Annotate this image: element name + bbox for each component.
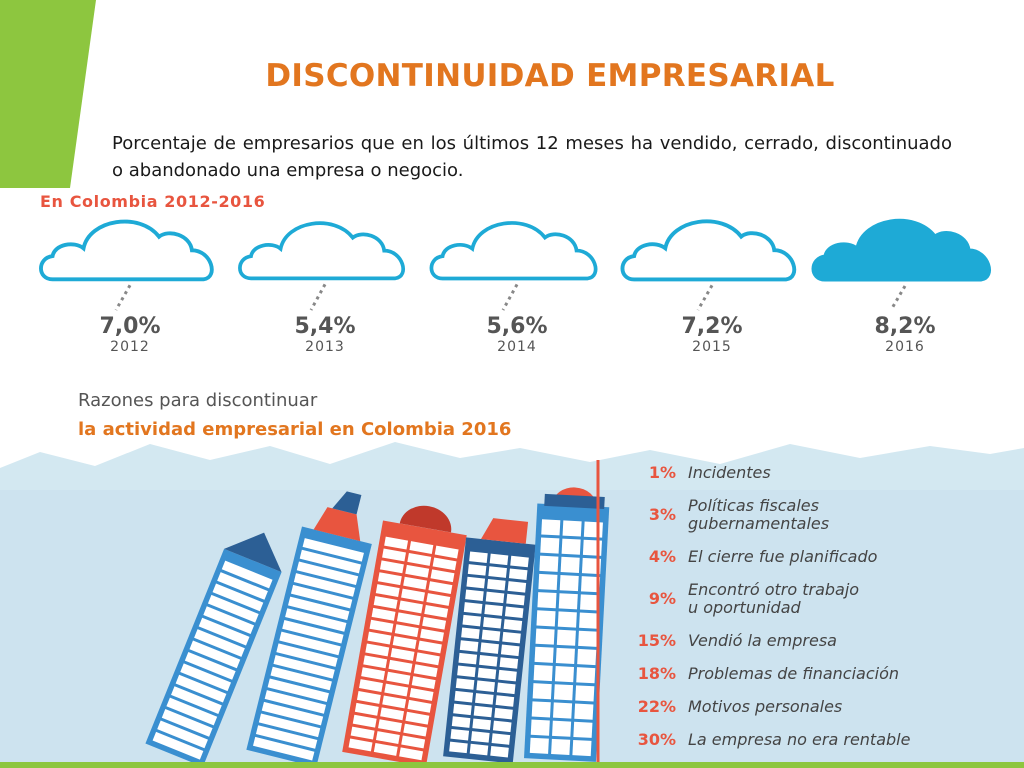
buildings-illustration [145, 487, 610, 762]
reason-label: gubernamentales [688, 514, 829, 533]
reason-percent: 18% [638, 664, 676, 683]
reasons-list: 1% Incidentes 3% Políticas fiscalesgubernam… [638, 463, 911, 749]
cloud-2012: 7,0%2012 [39, 219, 214, 355]
cloud-year-label: 2016 [885, 339, 925, 355]
reason-percent: 4% [649, 547, 676, 566]
cloud-rain-line [696, 284, 714, 311]
reasons-heading-line1: Razones para discontinuar [78, 390, 318, 411]
cloud-icon [811, 218, 991, 282]
cloud-rain-line [889, 285, 907, 311]
cloud-year-label: 2013 [305, 339, 345, 355]
cloud-2013: 5,4%2013 [238, 221, 405, 355]
reason-label: Vendió la empresa [688, 631, 837, 650]
cloud-icon [620, 219, 797, 282]
description-text: Porcentaje de empresarios que en los últ… [112, 133, 952, 181]
cloud-2015: 7,2%2015 [620, 219, 797, 355]
cloud-value-label: 7,2% [681, 314, 742, 339]
reason-label: La empresa no era rentable [688, 730, 911, 749]
building-3 [342, 505, 467, 762]
reason-percent: 3% [649, 505, 676, 524]
green-accent-band [0, 0, 96, 188]
cloud-rain-line [309, 283, 327, 311]
cloud-rain-line [501, 283, 519, 311]
reason-percent: 9% [649, 589, 676, 608]
bottom-accent-line [0, 762, 1024, 768]
building-4 [443, 518, 536, 762]
reason-percent: 30% [638, 730, 676, 749]
reason-label: Motivos personales [688, 697, 842, 716]
reason-label: Problemas de financiación [688, 664, 899, 683]
cloud-year-label: 2015 [692, 339, 732, 355]
cloud-year-label: 2014 [497, 339, 537, 355]
clouds-subtitle: En Colombia 2012-2016 [40, 192, 266, 211]
reasons-chart: 1% Incidentes 3% Políticas fiscalesgubernam… [0, 442, 1024, 762]
cloud-icon [238, 221, 405, 281]
cloud-value-label: 5,4% [294, 314, 355, 339]
building-1 [145, 532, 282, 762]
reason-row: 4% El cierre fue planificado [649, 547, 878, 566]
cloud-value-label: 5,6% [486, 314, 547, 339]
reason-row: 30% La empresa no era rentable [638, 730, 911, 749]
page-title: DISCONTINUIDAD EMPRESARIAL [265, 58, 835, 94]
reason-label: Políticas fiscales [688, 496, 819, 515]
cloud-2016: 8,2%2016 [811, 218, 991, 355]
reason-row: 1% Incidentes [649, 463, 771, 482]
reasons-heading-line2: la actividad empresarial en Colombia 201… [78, 419, 512, 440]
reason-label: Incidentes [688, 463, 771, 482]
reason-label: Encontró otro trabajo [688, 580, 859, 599]
reason-percent: 22% [638, 697, 676, 716]
cloud-value-label: 8,2% [874, 314, 935, 339]
reasons-heading: Razones para discontinuar la actividad e… [78, 386, 511, 444]
reason-row: 22% Motivos personales [638, 697, 843, 716]
building-2 [246, 491, 372, 762]
cloud-icon [429, 221, 598, 281]
cloud-icon [39, 219, 214, 282]
reason-row: 15% Vendió la empresa [638, 631, 837, 650]
cloud-rain-line [114, 284, 132, 311]
cloud-year-label: 2012 [110, 339, 150, 355]
reason-percent: 1% [649, 463, 676, 482]
reason-row: 18% Problemas de financiación [638, 664, 899, 683]
building-5 [524, 487, 610, 762]
reason-label: El cierre fue planificado [688, 547, 878, 566]
reason-label: u oportunidad [688, 598, 802, 617]
cloud-value-label: 7,0% [99, 314, 160, 339]
cloud-2014: 5,6%2014 [429, 221, 598, 355]
reason-percent: 15% [638, 631, 676, 650]
